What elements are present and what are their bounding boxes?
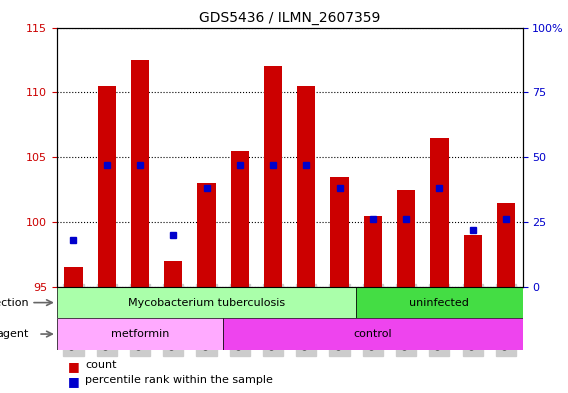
Text: Mycobacterium tuberculosis: Mycobacterium tuberculosis (128, 298, 285, 308)
Text: infection: infection (0, 298, 29, 308)
Bar (430, 138, 449, 287)
Text: metformin: metformin (111, 329, 169, 339)
Bar (463, 235, 482, 287)
Bar (264, 66, 282, 287)
Bar (64, 267, 82, 287)
Bar (131, 60, 149, 287)
Bar (57, 287, 356, 318)
Bar (497, 202, 515, 287)
Text: count: count (85, 360, 116, 369)
Text: ■: ■ (68, 360, 80, 373)
Text: control: control (353, 329, 392, 339)
Bar (223, 318, 523, 350)
Bar (231, 151, 249, 287)
Text: ■: ■ (68, 375, 80, 388)
Bar (57, 318, 223, 350)
Bar (164, 261, 182, 287)
Text: uninfected: uninfected (410, 298, 469, 308)
Bar (197, 183, 216, 287)
Bar (356, 287, 523, 318)
Bar (397, 189, 415, 287)
Bar (98, 86, 116, 287)
Text: agent: agent (0, 329, 29, 339)
Bar (297, 86, 315, 287)
Text: percentile rank within the sample: percentile rank within the sample (85, 375, 273, 385)
Bar (364, 215, 382, 287)
Bar (331, 176, 349, 287)
Title: GDS5436 / ILMN_2607359: GDS5436 / ILMN_2607359 (199, 11, 381, 25)
